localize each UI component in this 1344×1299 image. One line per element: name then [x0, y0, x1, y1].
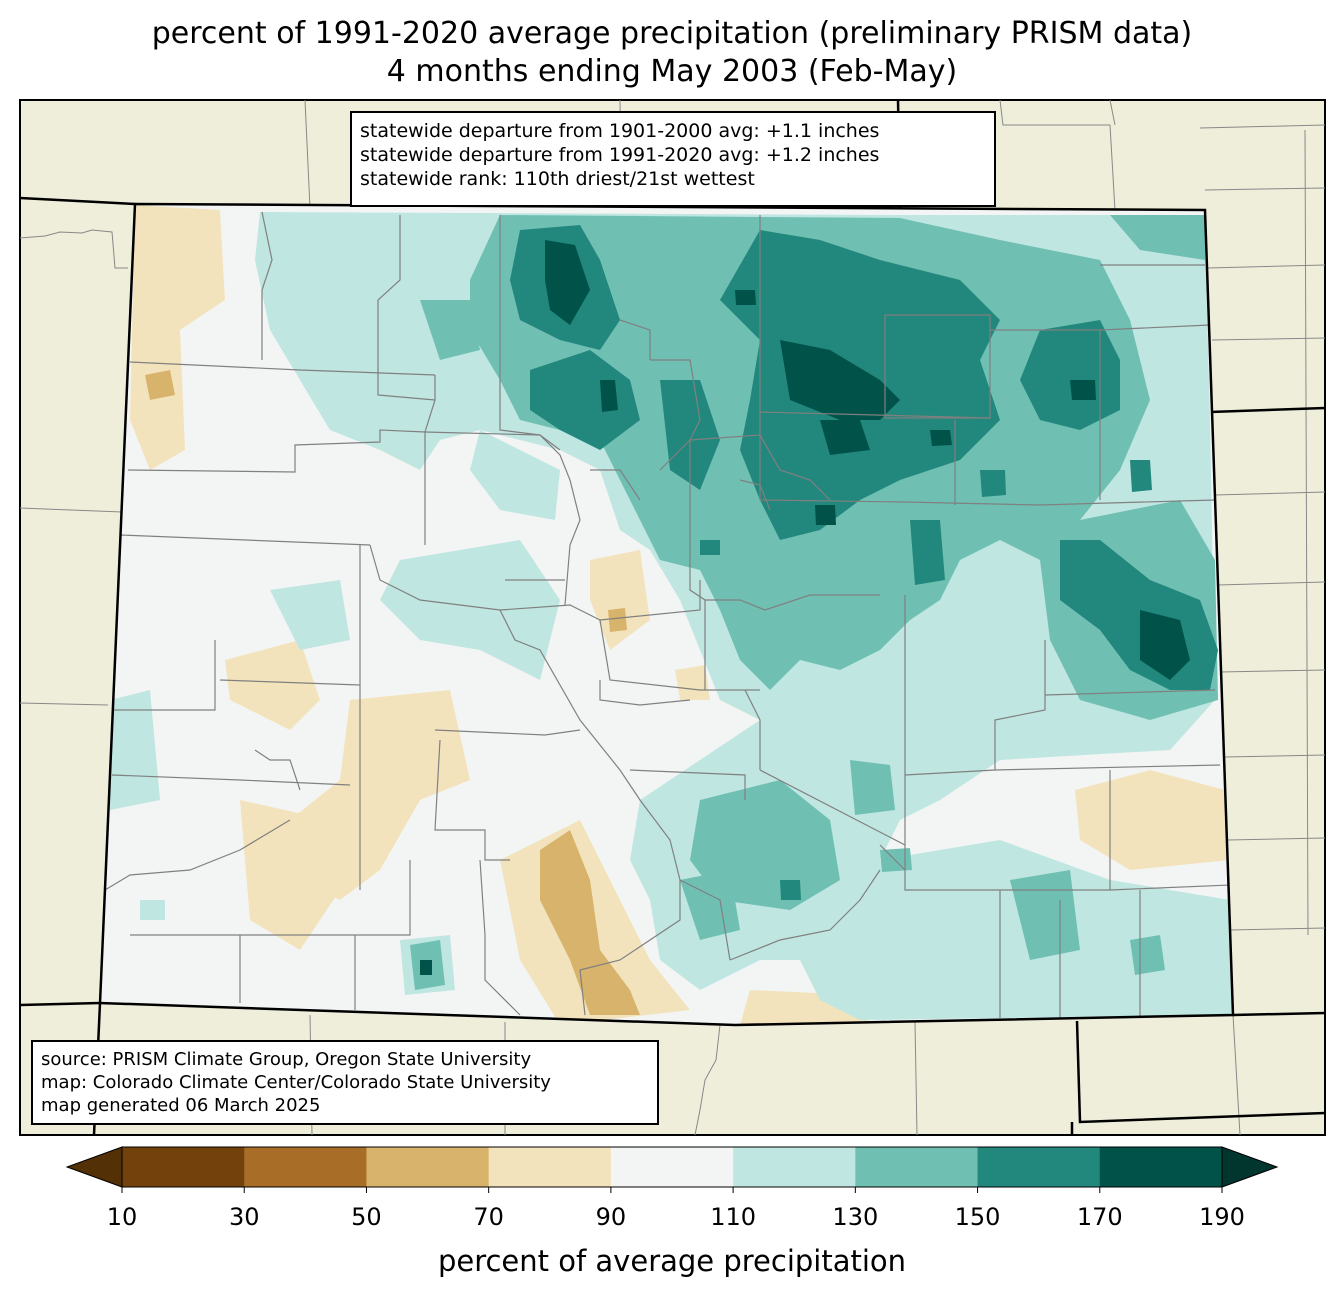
source-line-map: map: Colorado Climate Center/Colorado St… — [41, 1072, 551, 1093]
colorado-county-lines — [104, 211, 1231, 1018]
precipitation-field — [100, 204, 1233, 1025]
colorbar-tick-label: 50 — [351, 1203, 382, 1231]
colorbar-bin — [366, 1147, 490, 1187]
colorbar-bin — [1099, 1147, 1223, 1187]
colorbar-over-arrow — [1221, 1146, 1279, 1188]
colorbar-tick-label: 90 — [595, 1203, 627, 1231]
colorbar-bin — [977, 1147, 1101, 1187]
colorbar-label: percent of average precipitation — [437, 1244, 907, 1278]
stats-line-departure-1901: statewide departure from 1901-2000 avg: … — [360, 120, 880, 142]
colorbar-bin — [488, 1147, 612, 1187]
source-line-generated: map generated 06 March 2025 — [41, 1095, 321, 1116]
colorbar-under-arrow — [65, 1146, 123, 1188]
colorbar-tick-label: 10 — [106, 1203, 138, 1231]
colorbar — [65, 1146, 1279, 1193]
colorbar-tick-label: 170 — [1076, 1203, 1123, 1231]
source-line-prism: source: PRISM Climate Group, Oregon Stat… — [41, 1049, 532, 1070]
statewide-stats-box: statewide departure from 1901-2000 avg: … — [350, 111, 996, 207]
colorbar-bin — [122, 1147, 245, 1187]
colorbar-bin — [733, 1147, 856, 1187]
colorbar-tick-label: 150 — [954, 1203, 1001, 1231]
colorbar-tick-label: 70 — [473, 1203, 504, 1231]
colorbar-tick-label: 130 — [832, 1203, 879, 1231]
map-title-line-2: 4 months ending May 2003 (Feb-May) — [386, 54, 958, 89]
wet-170-190-regions — [420, 240, 1190, 975]
colorbar-bin — [855, 1147, 979, 1187]
colorbar-tick-label: 30 — [228, 1203, 260, 1231]
dry-50-70-regions — [145, 370, 640, 1015]
colorbar-tick-label: 190 — [1199, 1203, 1245, 1231]
source-credit-box: source: PRISM Climate Group, Oregon Stat… — [31, 1040, 659, 1125]
map-title-line-1: percent of 1991-2020 average precipitati… — [151, 16, 1193, 51]
colorbar-bin — [244, 1147, 367, 1187]
colorbar-bin — [610, 1147, 734, 1187]
stats-line-departure-1991: statewide departure from 1991-2020 avg: … — [360, 144, 880, 166]
colorado-border — [98, 202, 1235, 1027]
colorbar-tick-label: 110 — [710, 1203, 757, 1231]
stats-line-rank: statewide rank: 110th driest/21st wettes… — [360, 168, 755, 190]
colorbar-outline — [121, 1146, 1223, 1188]
